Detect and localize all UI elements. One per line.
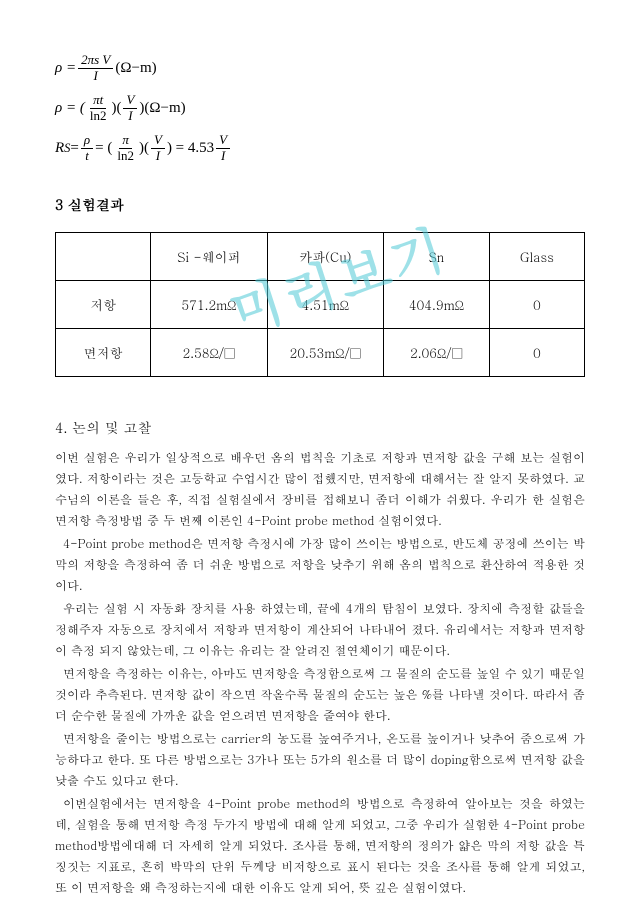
f3-num2: π xyxy=(119,133,132,148)
f3-num1: ρ xyxy=(81,133,93,148)
f2-num2: V xyxy=(123,93,137,108)
f3-frac3: V I xyxy=(151,133,165,163)
td-r0c4: 0 xyxy=(489,281,584,329)
th-4: Glass xyxy=(489,233,584,281)
f2-num1: πt xyxy=(90,93,106,108)
th-2: 카파(Cu) xyxy=(267,233,383,281)
section-4-title: 4. 논의 및 고찰 xyxy=(55,417,585,437)
paragraph-2: 우리는 실험 시 자동화 장치를 사용 하였는데, 끝에 4개의 탐침이 보였다… xyxy=(55,598,585,661)
table-header-row: Si -웨이퍼 카파(Cu) Sn Glass xyxy=(56,233,585,281)
f2-frac2: V I xyxy=(123,93,137,123)
f1-den: I xyxy=(91,69,101,83)
td-r0c0: 저항 xyxy=(56,281,151,329)
f2-den2: I xyxy=(125,109,135,123)
f3-lhs: R xyxy=(55,130,64,166)
f2-frac1: πt ln2 xyxy=(87,93,110,123)
th-1: Si -웨이퍼 xyxy=(151,233,267,281)
paragraph-0: 이번 실험은 우리가 일상적으로 배우던 옴의 법칙을 기초로 저항과 면저항 … xyxy=(55,447,585,531)
td-r1c2: 20.53mΩ/□ xyxy=(267,329,383,377)
results-table: Si -웨이퍼 카파(Cu) Sn Glass 저항 571.2mΩ 4.51m… xyxy=(55,232,585,377)
th-3: Sn xyxy=(383,233,489,281)
f3-num4: V xyxy=(216,133,230,148)
td-r1c4: 0 xyxy=(489,329,584,377)
formula-block: ρ = 2πs V I (Ω−m) ρ = ( πt ln2 )( V I )(… xyxy=(55,50,585,166)
f2-den1: ln2 xyxy=(87,109,110,123)
paragraph-3: 면저항을 측정하는 이유는, 아마도 면저항을 측정함으로써 그 물질의 순도를… xyxy=(55,663,585,726)
table-row: 면저항 2.58Ω/□ 20.53mΩ/□ 2.06Ω/□ 0 xyxy=(56,329,585,377)
f3-mid2: )( xyxy=(139,130,149,166)
td-r0c1: 571.2mΩ xyxy=(151,281,267,329)
f3-num3: V xyxy=(151,133,165,148)
section-3-title: 3 실험결과 xyxy=(55,194,585,214)
f3-den4: I xyxy=(218,149,228,163)
paragraph-5: 이번실험에서는 면저항을 4-Point probe method의 방법으로 … xyxy=(55,793,585,898)
f1-tail: (Ω−m) xyxy=(115,50,156,86)
formula-3: RS = ρ t = ( π ln2 )( V I ) = 4.53 V I xyxy=(55,130,585,166)
f3-den3: I xyxy=(153,149,163,163)
f2-tail: )(Ω−m) xyxy=(139,90,185,126)
f1-num: 2πs V xyxy=(78,53,113,68)
f2-lhs: ρ = ( xyxy=(55,90,85,126)
td-r0c3: 404.9mΩ xyxy=(383,281,489,329)
f3-den1: t xyxy=(82,149,92,163)
th-0 xyxy=(56,233,151,281)
f3-frac4: V I xyxy=(216,133,230,163)
f3-mid1: = ( xyxy=(95,130,112,166)
paragraph-4: 면저항을 줄이는 방법으로는 carrier의 농도를 높여주거나, 온도를 높… xyxy=(55,728,585,791)
formula-2: ρ = ( πt ln2 )( V I )(Ω−m) xyxy=(55,90,585,126)
f3-mid3: ) = 4.53 xyxy=(167,130,214,166)
f3-frac1: ρ t xyxy=(81,133,93,163)
f2-mid: )( xyxy=(111,90,121,126)
f3-den2: ln2 xyxy=(114,149,137,163)
td-r1c3: 2.06Ω/□ xyxy=(383,329,489,377)
f3-eq: = xyxy=(70,130,78,166)
f3-frac2: π ln2 xyxy=(114,133,137,163)
f1-frac: 2πs V I xyxy=(78,53,113,83)
td-r1c0: 면저항 xyxy=(56,329,151,377)
paragraph-1: 4-Point probe method은 면저항 측정시에 가장 많이 쓰이는… xyxy=(55,533,585,596)
td-r1c1: 2.58Ω/□ xyxy=(151,329,267,377)
formula-1: ρ = 2πs V I (Ω−m) xyxy=(55,50,585,86)
td-r0c2: 4.51mΩ xyxy=(267,281,383,329)
table-row: 저항 571.2mΩ 4.51mΩ 404.9mΩ 0 xyxy=(56,281,585,329)
f1-lhs: ρ = xyxy=(55,50,76,86)
